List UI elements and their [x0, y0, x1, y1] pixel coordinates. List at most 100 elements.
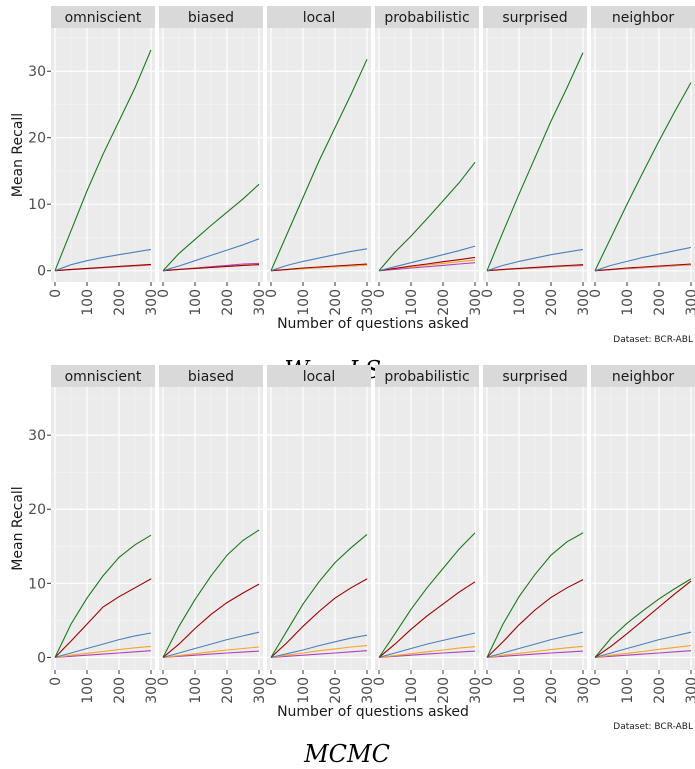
facet-panel-neighbor: neighbor 0 100 200 300 [588, 365, 695, 704]
facet-label: biased [188, 369, 234, 385]
facet-panel-omniscient: omniscient 0 100 200 300 [48, 365, 160, 704]
series-line [594, 246, 692, 272]
series-line [162, 238, 260, 272]
x-tick-label: 200 [652, 677, 668, 704]
series-line [54, 645, 152, 658]
y-axis-title: Mean Recall [10, 486, 26, 570]
series-line [486, 532, 584, 658]
facet-strip [159, 365, 263, 387]
series-line [54, 49, 152, 271]
x-tick-label: 0 [156, 289, 172, 298]
x-tick-label: 200 [112, 677, 128, 704]
x-tick-label: 100 [512, 677, 528, 704]
chart-block-mcmc: 0 10 20 30 omniscient 0 100 200 300 biased 0 100 200… [10, 365, 695, 768]
series-line [594, 650, 692, 658]
series-line [162, 646, 260, 658]
x-tick-label: 100 [188, 289, 204, 316]
facet-panel-neighbor: neighbor 0 100 200 300 [588, 6, 695, 316]
facet-panel-omniscient: omniscient 0 100 200 300 [48, 6, 160, 316]
facet-strip [51, 365, 155, 387]
facet-panel-biased: biased 0 100 200 300 [156, 365, 268, 704]
series-line [378, 245, 476, 272]
x-tick-label: 200 [328, 289, 344, 316]
series-line [486, 650, 584, 658]
series-line [270, 59, 368, 271]
x-axis-title: Number of questions asked [277, 704, 469, 720]
series-line [486, 579, 584, 658]
x-tick-label: 100 [620, 289, 636, 316]
x-tick-label: 0 [48, 289, 64, 298]
facet-strip [159, 6, 263, 28]
series-line [54, 248, 152, 272]
series-line [378, 532, 476, 658]
x-tick-label: 300 [468, 677, 484, 704]
facet-label: surprised [502, 369, 567, 385]
y-tick-label: 0 [37, 264, 46, 280]
facet-strip [483, 365, 587, 387]
x-tick-label: 300 [144, 289, 160, 316]
x-tick-label: 0 [588, 677, 604, 686]
x-tick-label: 200 [328, 677, 344, 704]
y-axis-title: Mean Recall [10, 113, 26, 197]
x-axis-title: Number of questions asked [277, 316, 469, 332]
series-line [162, 529, 260, 658]
facet-label: omniscient [65, 369, 142, 385]
x-tick-label: 100 [296, 677, 312, 704]
x-tick-label: 0 [156, 677, 172, 686]
series-line [378, 632, 476, 658]
x-tick-label: 200 [220, 289, 236, 316]
dataset-note: Dataset: BCR-ABL [613, 722, 693, 732]
x-tick-label: 0 [48, 677, 64, 686]
facet-panel-surprised: surprised 0 100 200 300 [480, 365, 592, 704]
y-tick-label: 10 [28, 576, 46, 592]
chart-caption: MCMC [303, 740, 390, 768]
facet-strip [267, 6, 371, 28]
y-tick-label: 30 [28, 428, 46, 444]
series-line [54, 263, 152, 272]
series-line [378, 262, 476, 272]
series-line [54, 578, 152, 658]
series-line [54, 650, 152, 658]
series-line [270, 263, 368, 272]
series-line [486, 264, 584, 272]
x-tick-label: 100 [188, 677, 204, 704]
facet-strip [267, 365, 371, 387]
x-tick-label: 100 [404, 677, 420, 704]
facet-label: probabilistic [384, 10, 469, 26]
series-line [486, 631, 584, 658]
series-line [270, 533, 368, 658]
facet-panel-surprised: surprised 0 100 200 300 [480, 6, 592, 316]
series-line [54, 534, 152, 658]
facet-panel-local: local 0 100 200 300 [264, 6, 376, 316]
x-tick-label: 0 [372, 289, 388, 298]
x-tick-label: 100 [620, 677, 636, 704]
x-tick-label: 200 [436, 289, 452, 316]
series-line [594, 82, 692, 271]
x-tick-label: 100 [80, 289, 96, 316]
x-tick-label: 300 [252, 677, 268, 704]
x-tick-label: 0 [264, 289, 280, 298]
x-tick-label: 200 [544, 677, 560, 704]
series-line [270, 650, 368, 658]
x-tick-label: 300 [576, 289, 592, 316]
series-line [54, 632, 152, 658]
series-line [594, 578, 692, 658]
series-line [378, 161, 476, 272]
facet-strip [375, 365, 479, 387]
x-tick-label: 0 [372, 677, 388, 686]
facet-strip [483, 6, 587, 28]
facet-strip [375, 6, 479, 28]
x-tick-label: 300 [576, 677, 592, 704]
x-tick-label: 0 [264, 677, 280, 686]
x-tick-label: 300 [360, 677, 376, 704]
series-line [162, 583, 260, 658]
series-line [594, 631, 692, 658]
facet-label: surprised [502, 10, 567, 26]
facet-strip [591, 365, 695, 387]
x-tick-label: 100 [404, 289, 420, 316]
x-tick-label: 200 [112, 289, 128, 316]
x-tick-label: 200 [220, 677, 236, 704]
facet-label: probabilistic [384, 369, 469, 385]
series-line [162, 650, 260, 658]
